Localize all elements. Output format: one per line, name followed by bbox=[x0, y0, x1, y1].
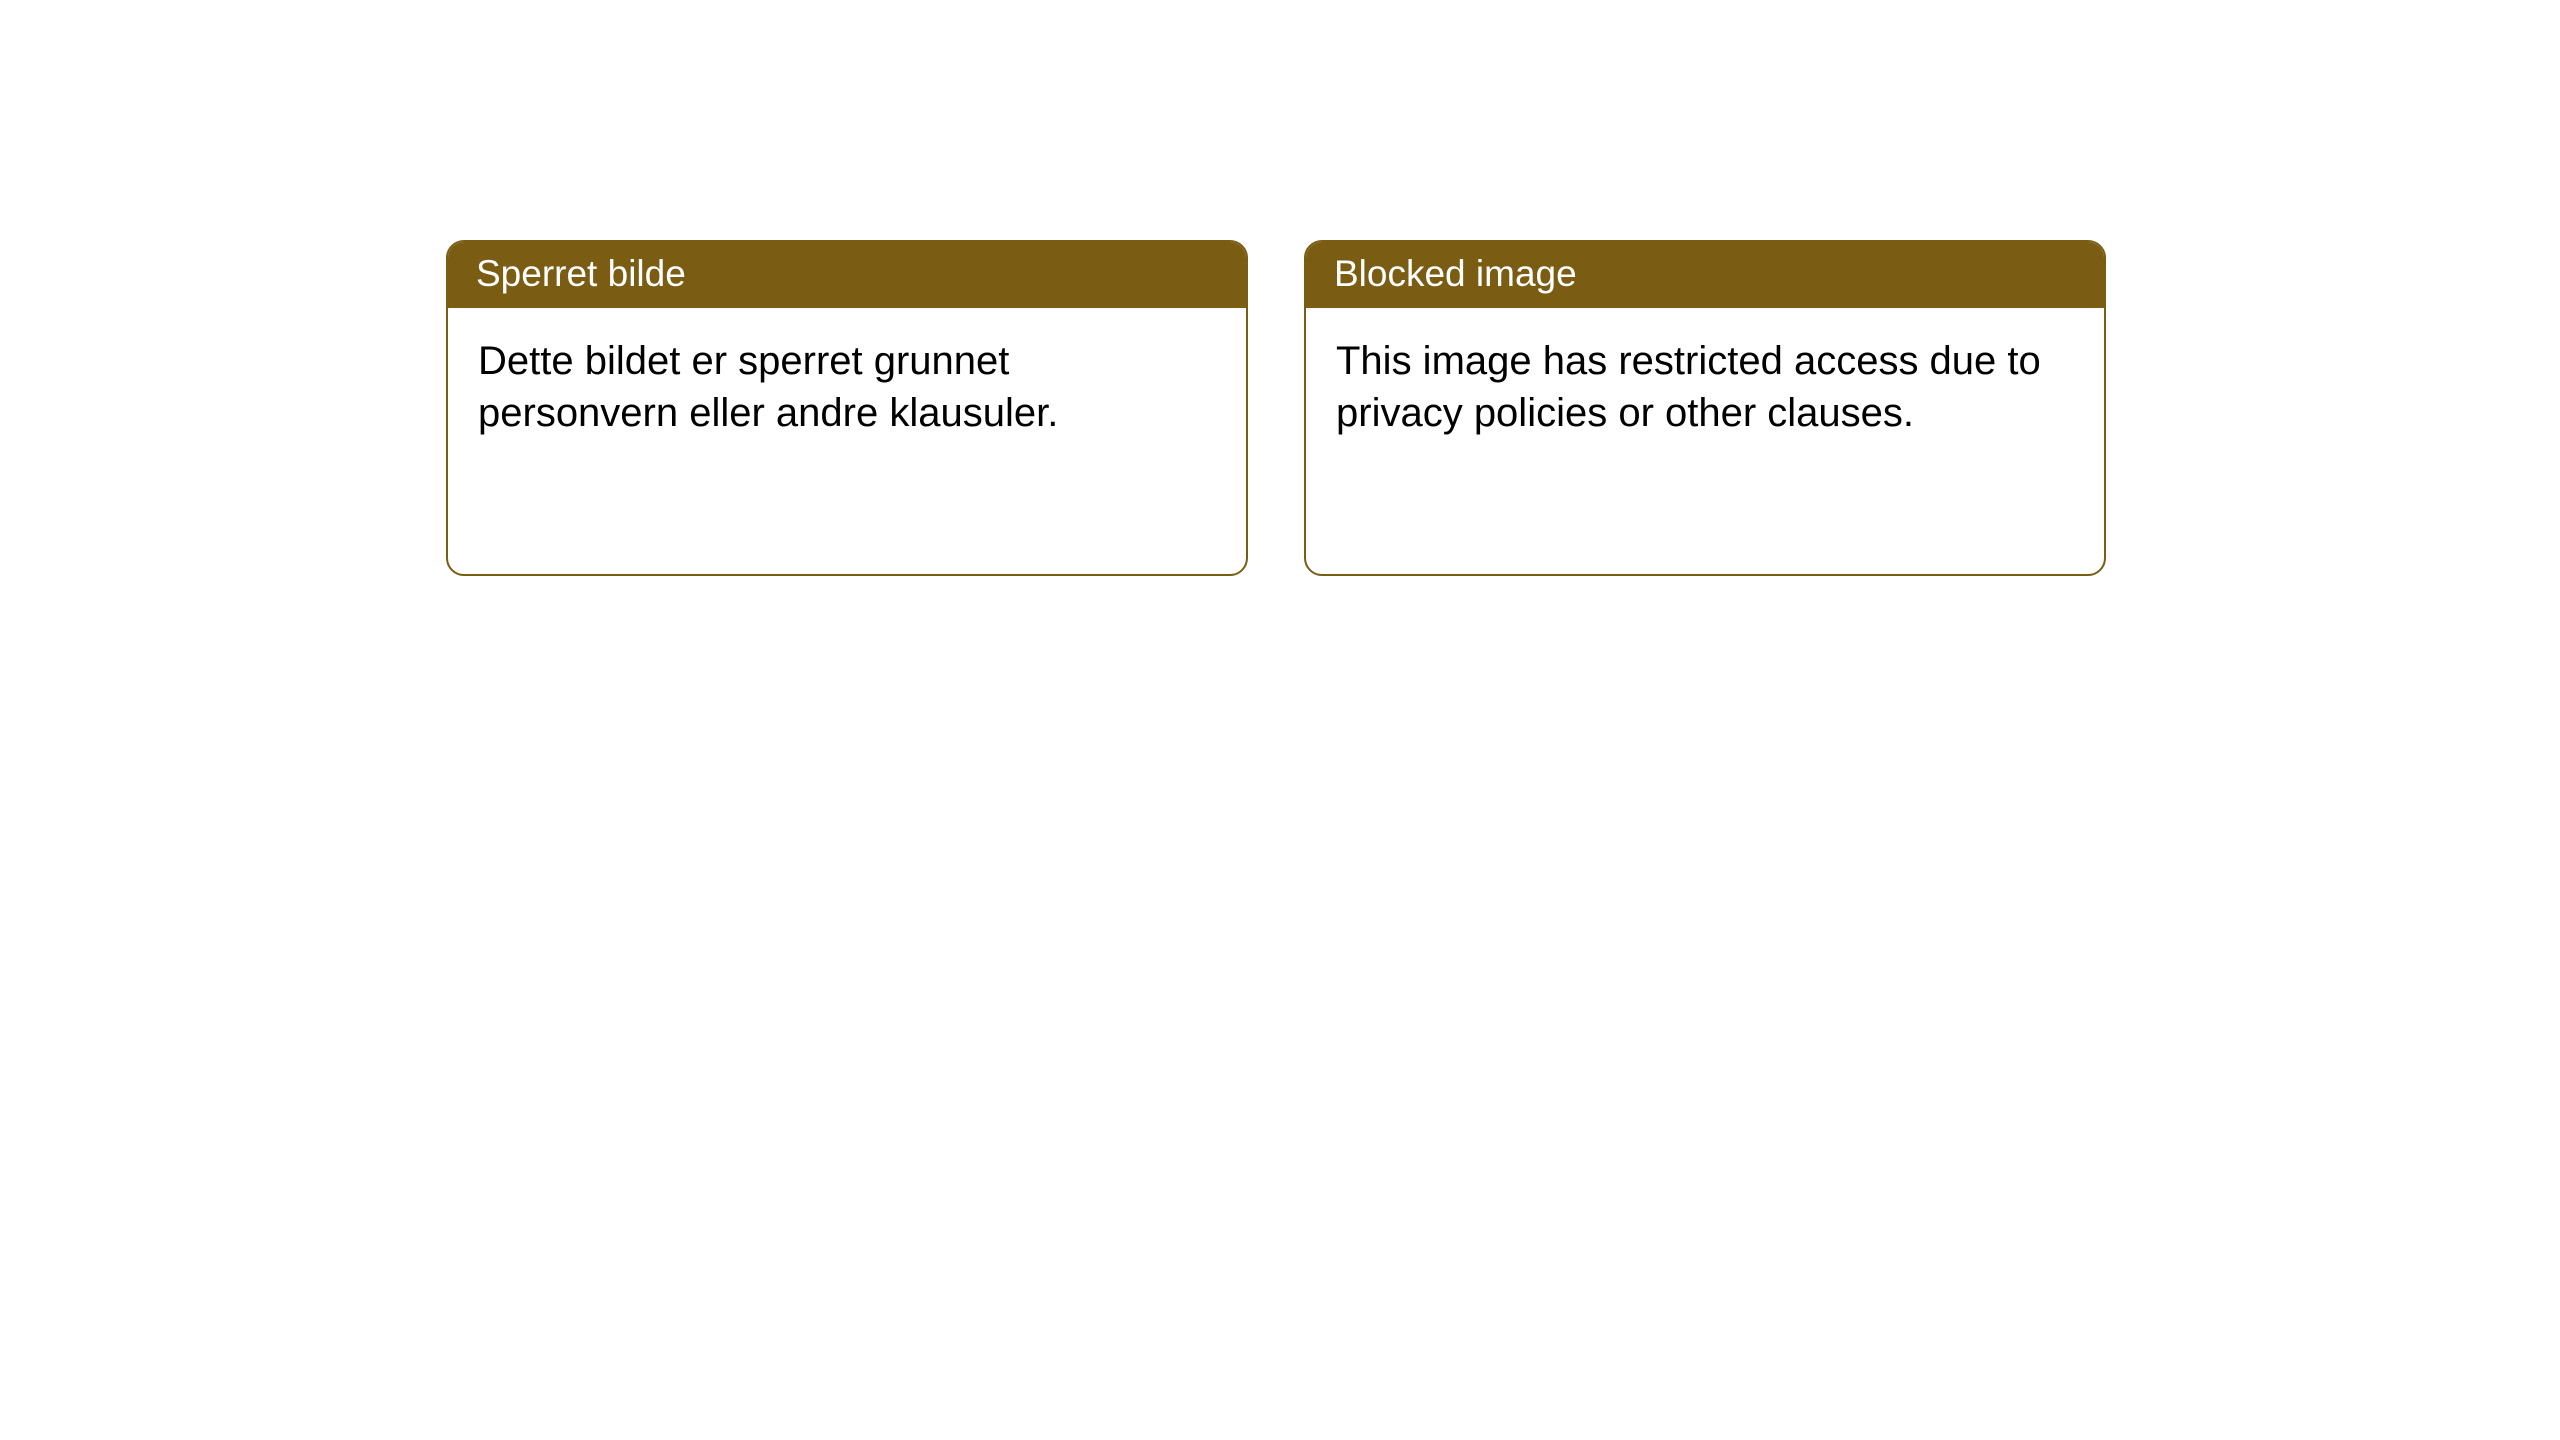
notice-card-english: Blocked image This image has restricted … bbox=[1304, 240, 2106, 576]
notice-title: Sperret bilde bbox=[448, 242, 1246, 308]
notice-container: Sperret bilde Dette bildet er sperret gr… bbox=[0, 0, 2560, 576]
notice-card-norwegian: Sperret bilde Dette bildet er sperret gr… bbox=[446, 240, 1248, 576]
notice-title: Blocked image bbox=[1306, 242, 2104, 308]
notice-body: This image has restricted access due to … bbox=[1306, 308, 2104, 466]
notice-body: Dette bildet er sperret grunnet personve… bbox=[448, 308, 1246, 466]
